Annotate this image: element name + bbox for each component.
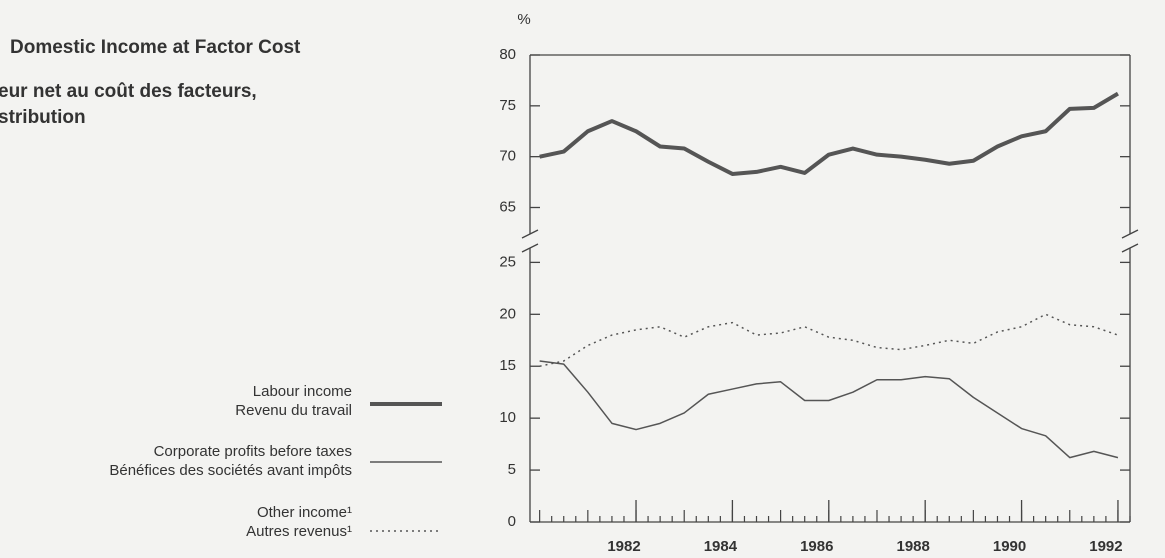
series-line (539, 313, 1119, 367)
legend-label: Revenu du travail (235, 402, 352, 419)
x-tick-label: 1984 (704, 538, 738, 555)
y-tick-label: 65 (499, 198, 516, 215)
axis-frame (521, 54, 1139, 523)
x-tick-label: 1990 (993, 538, 1026, 555)
legend-label: Labour income (253, 383, 352, 400)
y-tick-label: 0 (508, 513, 516, 530)
x-tick-label: 1988 (896, 538, 929, 555)
legend-label: Corporate profits before taxes (154, 443, 352, 460)
chart-subtitle: eur net au coût des facteurs, (0, 81, 257, 102)
y-tick-label: 15 (499, 357, 516, 374)
x-tick-label: 1982 (607, 538, 640, 555)
y-unit: % (517, 11, 530, 28)
y-tick-label: 10 (499, 409, 516, 426)
series-line (539, 91, 1119, 176)
x-tick-label: 1992 (1089, 538, 1122, 555)
chart-title: Domestic Income at Factor Cost (10, 37, 301, 58)
y-tick-label: 70 (499, 148, 516, 165)
y-tick-label: 20 (499, 305, 516, 322)
x-tick-label: 1986 (800, 538, 833, 555)
chart-subtitle: stribution (0, 107, 86, 128)
legend-label: Autres revenus¹ (246, 523, 352, 540)
legend-label: Bénéfices des sociétés avant impôts (109, 462, 352, 479)
y-tick-label: 80 (499, 46, 516, 63)
y-tick-label: 25 (499, 253, 516, 270)
series-line (539, 360, 1119, 459)
y-tick-label: 75 (499, 97, 516, 114)
y-tick-label: 5 (508, 461, 516, 478)
legend-label: Other income¹ (257, 504, 352, 521)
